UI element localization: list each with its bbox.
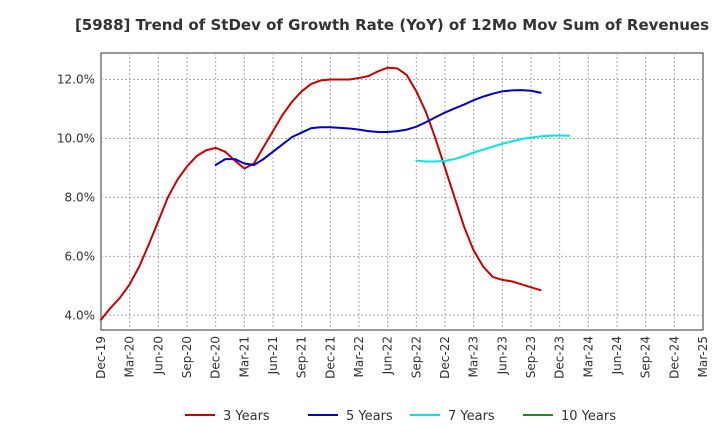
- legend-label-3-years: 3 Years: [223, 409, 270, 424]
- y-tick-label: 10.0%: [57, 131, 95, 145]
- gridlines: [101, 53, 703, 330]
- x-axis-ticks: Dec-19 Mar-20 Jun-20 Sep-20 Dec-20 Mar-21 Jun-…: [94, 336, 710, 379]
- plot-frame: [100, 52, 704, 331]
- series-lines: [100, 66, 571, 321]
- x-tick-label: Mar-21: [237, 336, 251, 377]
- x-tick-label: Sep-23: [524, 336, 538, 378]
- chart-title: [5988] Trend of StDev of Growth Rate (Yo…: [75, 16, 709, 34]
- y-tick-label: 12.0%: [57, 73, 95, 87]
- x-tick-label: Dec-22: [438, 336, 452, 379]
- x-tick-label: Mar-23: [467, 336, 481, 377]
- x-tick-label: Mar-20: [123, 336, 137, 377]
- plot-area: [100, 52, 704, 331]
- x-tick-label: Sep-20: [180, 336, 194, 378]
- series-line-7-years: [415, 134, 571, 163]
- x-tick-label: Mar-25: [696, 336, 710, 377]
- x-tick-label: Jun-21: [266, 336, 280, 375]
- legend-label-7-years: 7 Years: [448, 409, 495, 424]
- series-line-3-years: [100, 66, 542, 321]
- x-tick-label: Jun-23: [495, 336, 509, 375]
- y-axis-ticks: 4.0% 6.0% 8.0% 10.0% 12.0%: [57, 73, 95, 323]
- legend-label-10-years: 10 Years: [561, 409, 616, 424]
- x-tick-label: Sep-21: [295, 336, 309, 378]
- legend: 3 Years 5 Years 7 Years 10 Years: [185, 409, 616, 424]
- y-tick-label: 6.0%: [65, 249, 96, 263]
- x-tick-label: Jun-20: [151, 336, 165, 375]
- x-tick-label: Jun-22: [381, 336, 395, 375]
- x-tick-label: Mar-22: [352, 336, 366, 377]
- x-tick-label: Jun-24: [610, 336, 624, 375]
- x-tick-label: Sep-22: [409, 336, 423, 378]
- series-line-5-years: [214, 89, 542, 166]
- legend-label-5-years: 5 Years: [346, 409, 393, 424]
- y-tick-label: 4.0%: [65, 308, 96, 322]
- x-tick-label: Dec-20: [209, 336, 223, 379]
- x-tick-label: Dec-21: [323, 336, 337, 379]
- x-tick-label: Dec-23: [553, 336, 567, 379]
- x-tick-label: Dec-19: [94, 336, 108, 379]
- x-tick-label: Dec-24: [667, 336, 681, 379]
- x-tick-label: Sep-24: [639, 336, 653, 378]
- x-tick-label: Mar-24: [581, 336, 595, 377]
- y-tick-label: 8.0%: [65, 190, 96, 204]
